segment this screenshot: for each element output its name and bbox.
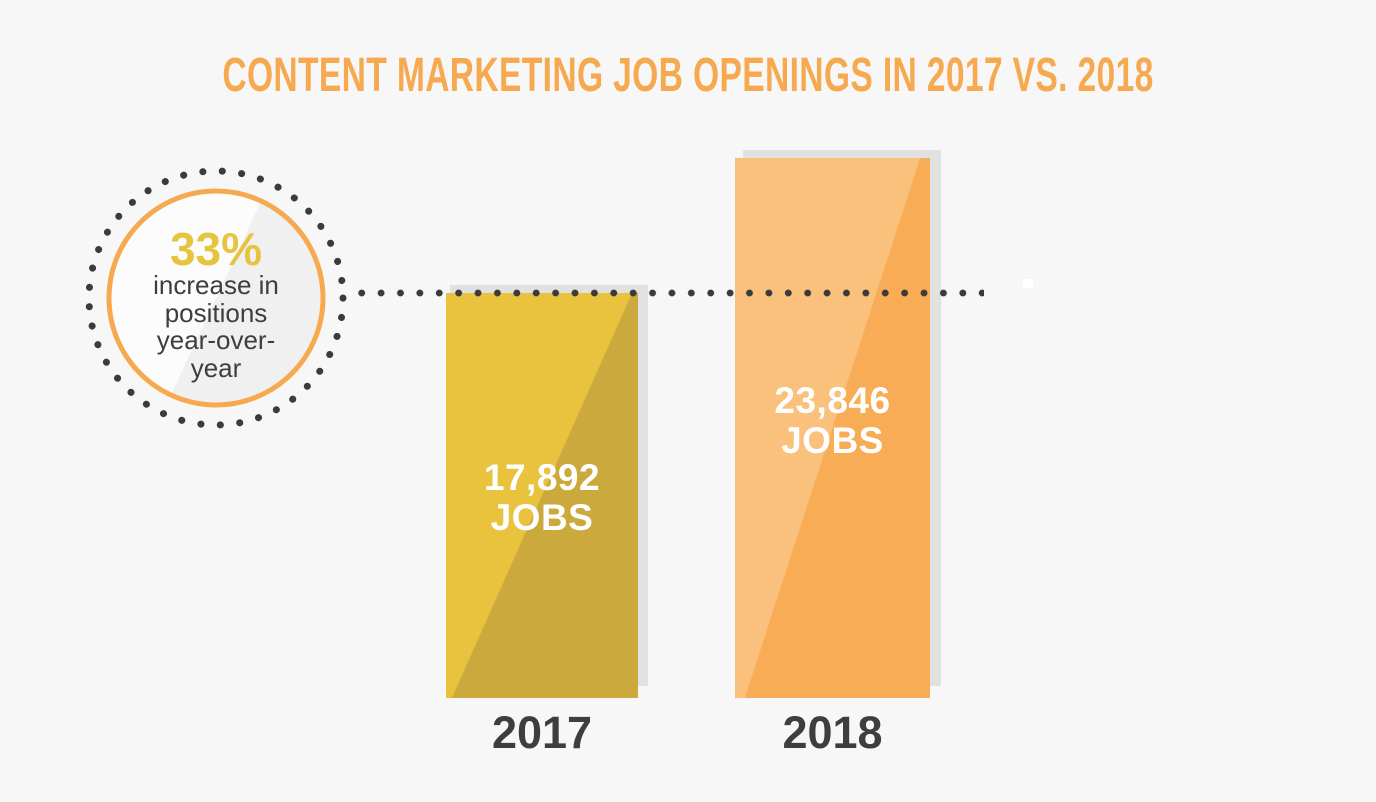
bar-2017: 17,892 JOBS bbox=[446, 293, 638, 698]
bar-2017-unit: JOBS bbox=[490, 497, 594, 539]
bar-2018-value-label: 23,846 JOBS bbox=[735, 381, 930, 461]
badge-text-line: year-over- bbox=[156, 325, 276, 355]
badge-text-line: year bbox=[190, 352, 242, 383]
white-square-artifact bbox=[1023, 279, 1033, 288]
bar-2018: 23,846 JOBS bbox=[735, 158, 930, 698]
badge-text-line: positions bbox=[164, 297, 268, 328]
badge-dotted-ring bbox=[85, 167, 347, 429]
bar-2018-unit: JOBS bbox=[781, 420, 884, 462]
bar-2017-value-label: 17,892 JOBS bbox=[446, 458, 638, 538]
badge-percent-value: 33% bbox=[169, 223, 263, 275]
badge-text: 33% increase in positions year-over- yea… bbox=[80, 226, 352, 382]
bar-2017-value: 17,892 bbox=[483, 457, 601, 499]
badge-text-line: increase in bbox=[153, 270, 279, 300]
badge-circle-graphic bbox=[85, 167, 347, 429]
dotted-line bbox=[352, 289, 984, 297]
x-axis-label-2018: 2018 bbox=[782, 707, 883, 758]
x-axis-label-2017: 2017 bbox=[491, 707, 593, 758]
badge-orange-ring bbox=[106, 188, 326, 408]
increase-badge: 33% increase in positions year-over- yea… bbox=[80, 162, 352, 434]
bar-2018-value: 23,846 bbox=[774, 380, 891, 422]
chart-title: CONTENT MARKETING JOB OPENINGS IN 2017 V… bbox=[222, 49, 1154, 102]
